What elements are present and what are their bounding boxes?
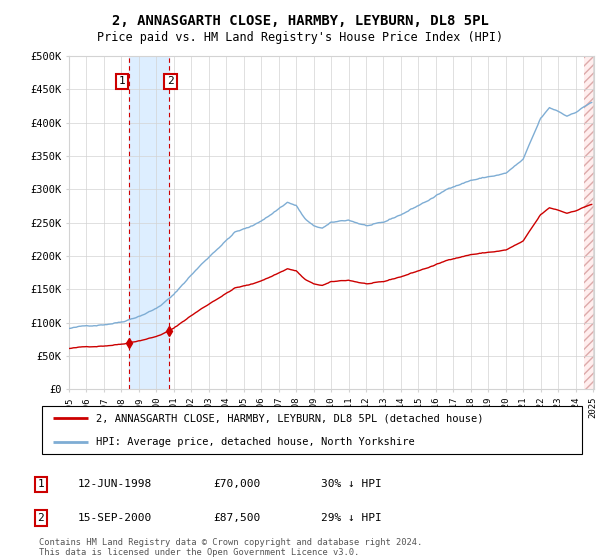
Text: £87,500: £87,500 [213,513,260,523]
Text: Contains HM Land Registry data © Crown copyright and database right 2024.
This d: Contains HM Land Registry data © Crown c… [39,538,422,557]
Text: 12-JUN-1998: 12-JUN-1998 [78,479,152,489]
Text: 1: 1 [119,76,125,86]
Text: 30% ↓ HPI: 30% ↓ HPI [321,479,382,489]
Text: Price paid vs. HM Land Registry's House Price Index (HPI): Price paid vs. HM Land Registry's House … [97,31,503,44]
Bar [129,56,169,389]
Text: 29% ↓ HPI: 29% ↓ HPI [321,513,382,523]
Text: 2, ANNASGARTH CLOSE, HARMBY, LEYBURN, DL8 5PL (detached house): 2, ANNASGARTH CLOSE, HARMBY, LEYBURN, DL… [97,413,484,423]
Text: £70,000: £70,000 [213,479,260,489]
Text: 2: 2 [37,513,44,523]
Text: 1: 1 [37,479,44,489]
Bar [584,56,594,389]
Bar [584,56,594,389]
Text: 15-SEP-2000: 15-SEP-2000 [78,513,152,523]
FancyBboxPatch shape [42,406,582,454]
Text: 2, ANNASGARTH CLOSE, HARMBY, LEYBURN, DL8 5PL: 2, ANNASGARTH CLOSE, HARMBY, LEYBURN, DL… [112,14,488,28]
Text: HPI: Average price, detached house, North Yorkshire: HPI: Average price, detached house, Nort… [97,436,415,446]
Text: 2: 2 [167,76,174,86]
